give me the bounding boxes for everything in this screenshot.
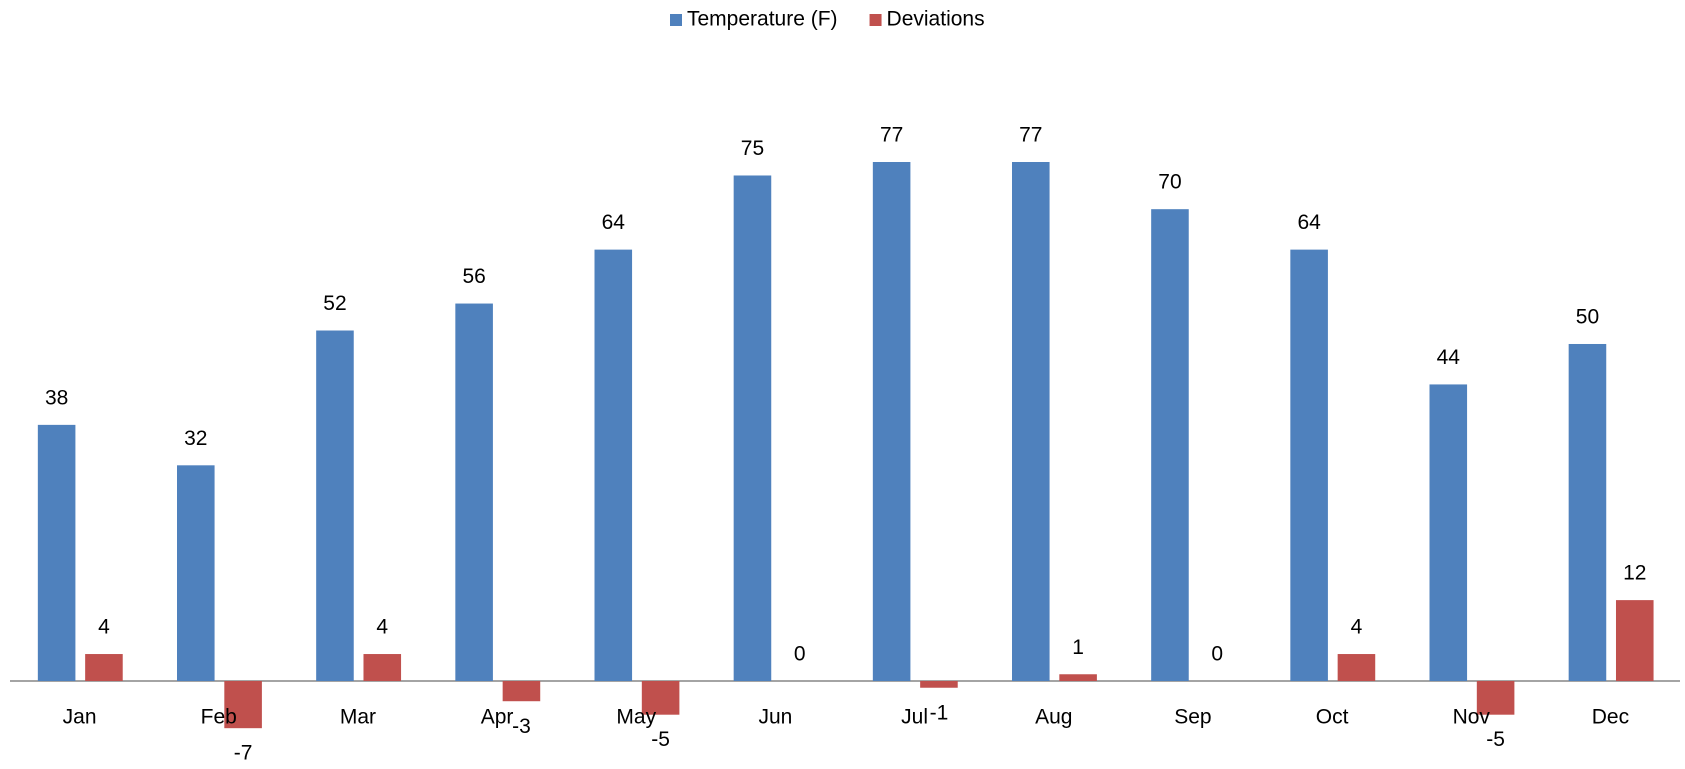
x-tick-label: Mar [340, 706, 376, 729]
x-tick-label: Oct [1316, 706, 1349, 729]
bar [1290, 249, 1328, 681]
data-label: 77 [1019, 124, 1042, 147]
data-label: -5 [651, 728, 670, 751]
bar [177, 465, 215, 681]
x-tick-label: Jun [758, 706, 792, 729]
x-tick-label: Jan [63, 706, 97, 729]
data-label: 4 [1351, 616, 1363, 639]
bar [224, 681, 262, 729]
bar [1337, 654, 1376, 681]
data-label: -5 [1486, 728, 1505, 751]
x-tick-label: Jul [901, 706, 928, 729]
data-label: 64 [1297, 211, 1321, 234]
x-tick-label: Feb [201, 706, 237, 729]
data-label: 0 [1211, 643, 1223, 666]
bar [920, 681, 958, 688]
data-label: 0 [794, 643, 806, 666]
data-label: 4 [376, 616, 388, 639]
x-tick-label: Dec [1592, 706, 1629, 729]
x-tick-label: Nov [1453, 706, 1491, 729]
data-label: 52 [323, 292, 346, 315]
data-label: 70 [1158, 171, 1181, 194]
bar [455, 303, 493, 681]
bar [1151, 209, 1189, 681]
bar [37, 424, 76, 681]
bar [316, 330, 354, 681]
bar [641, 681, 680, 715]
data-label: -1 [930, 701, 949, 724]
data-label: 38 [45, 386, 68, 409]
x-tick-label: Sep [1174, 706, 1211, 729]
data-label: 50 [1576, 306, 1599, 329]
bar [1615, 600, 1654, 681]
data-label: 44 [1437, 346, 1461, 369]
data-label: -3 [512, 715, 531, 738]
bar [872, 162, 911, 681]
bar [363, 654, 402, 681]
bar [1012, 162, 1050, 681]
legend-swatch [869, 14, 882, 26]
bar [1059, 674, 1097, 681]
legend-swatch [670, 14, 682, 26]
bar [1476, 681, 1515, 715]
legend-label: Deviations [887, 8, 985, 31]
data-label: 1 [1072, 636, 1084, 659]
x-tick-label: Apr [481, 706, 514, 729]
data-label: 77 [880, 124, 903, 147]
data-label: 32 [184, 427, 207, 450]
x-tick-label: May [616, 706, 656, 729]
bar [733, 175, 772, 681]
data-label: -7 [234, 742, 253, 765]
legend-label: Temperature (F) [687, 8, 838, 31]
data-label: 12 [1623, 562, 1646, 585]
x-tick-label: Aug [1035, 706, 1072, 729]
bar [502, 681, 541, 702]
data-label: 75 [741, 137, 764, 160]
data-label: 64 [602, 211, 626, 234]
data-label: 56 [462, 265, 485, 288]
bar [1429, 384, 1468, 681]
data-label: 4 [98, 616, 110, 639]
bar [85, 654, 123, 681]
bar [594, 249, 633, 681]
bar [1568, 343, 1607, 681]
